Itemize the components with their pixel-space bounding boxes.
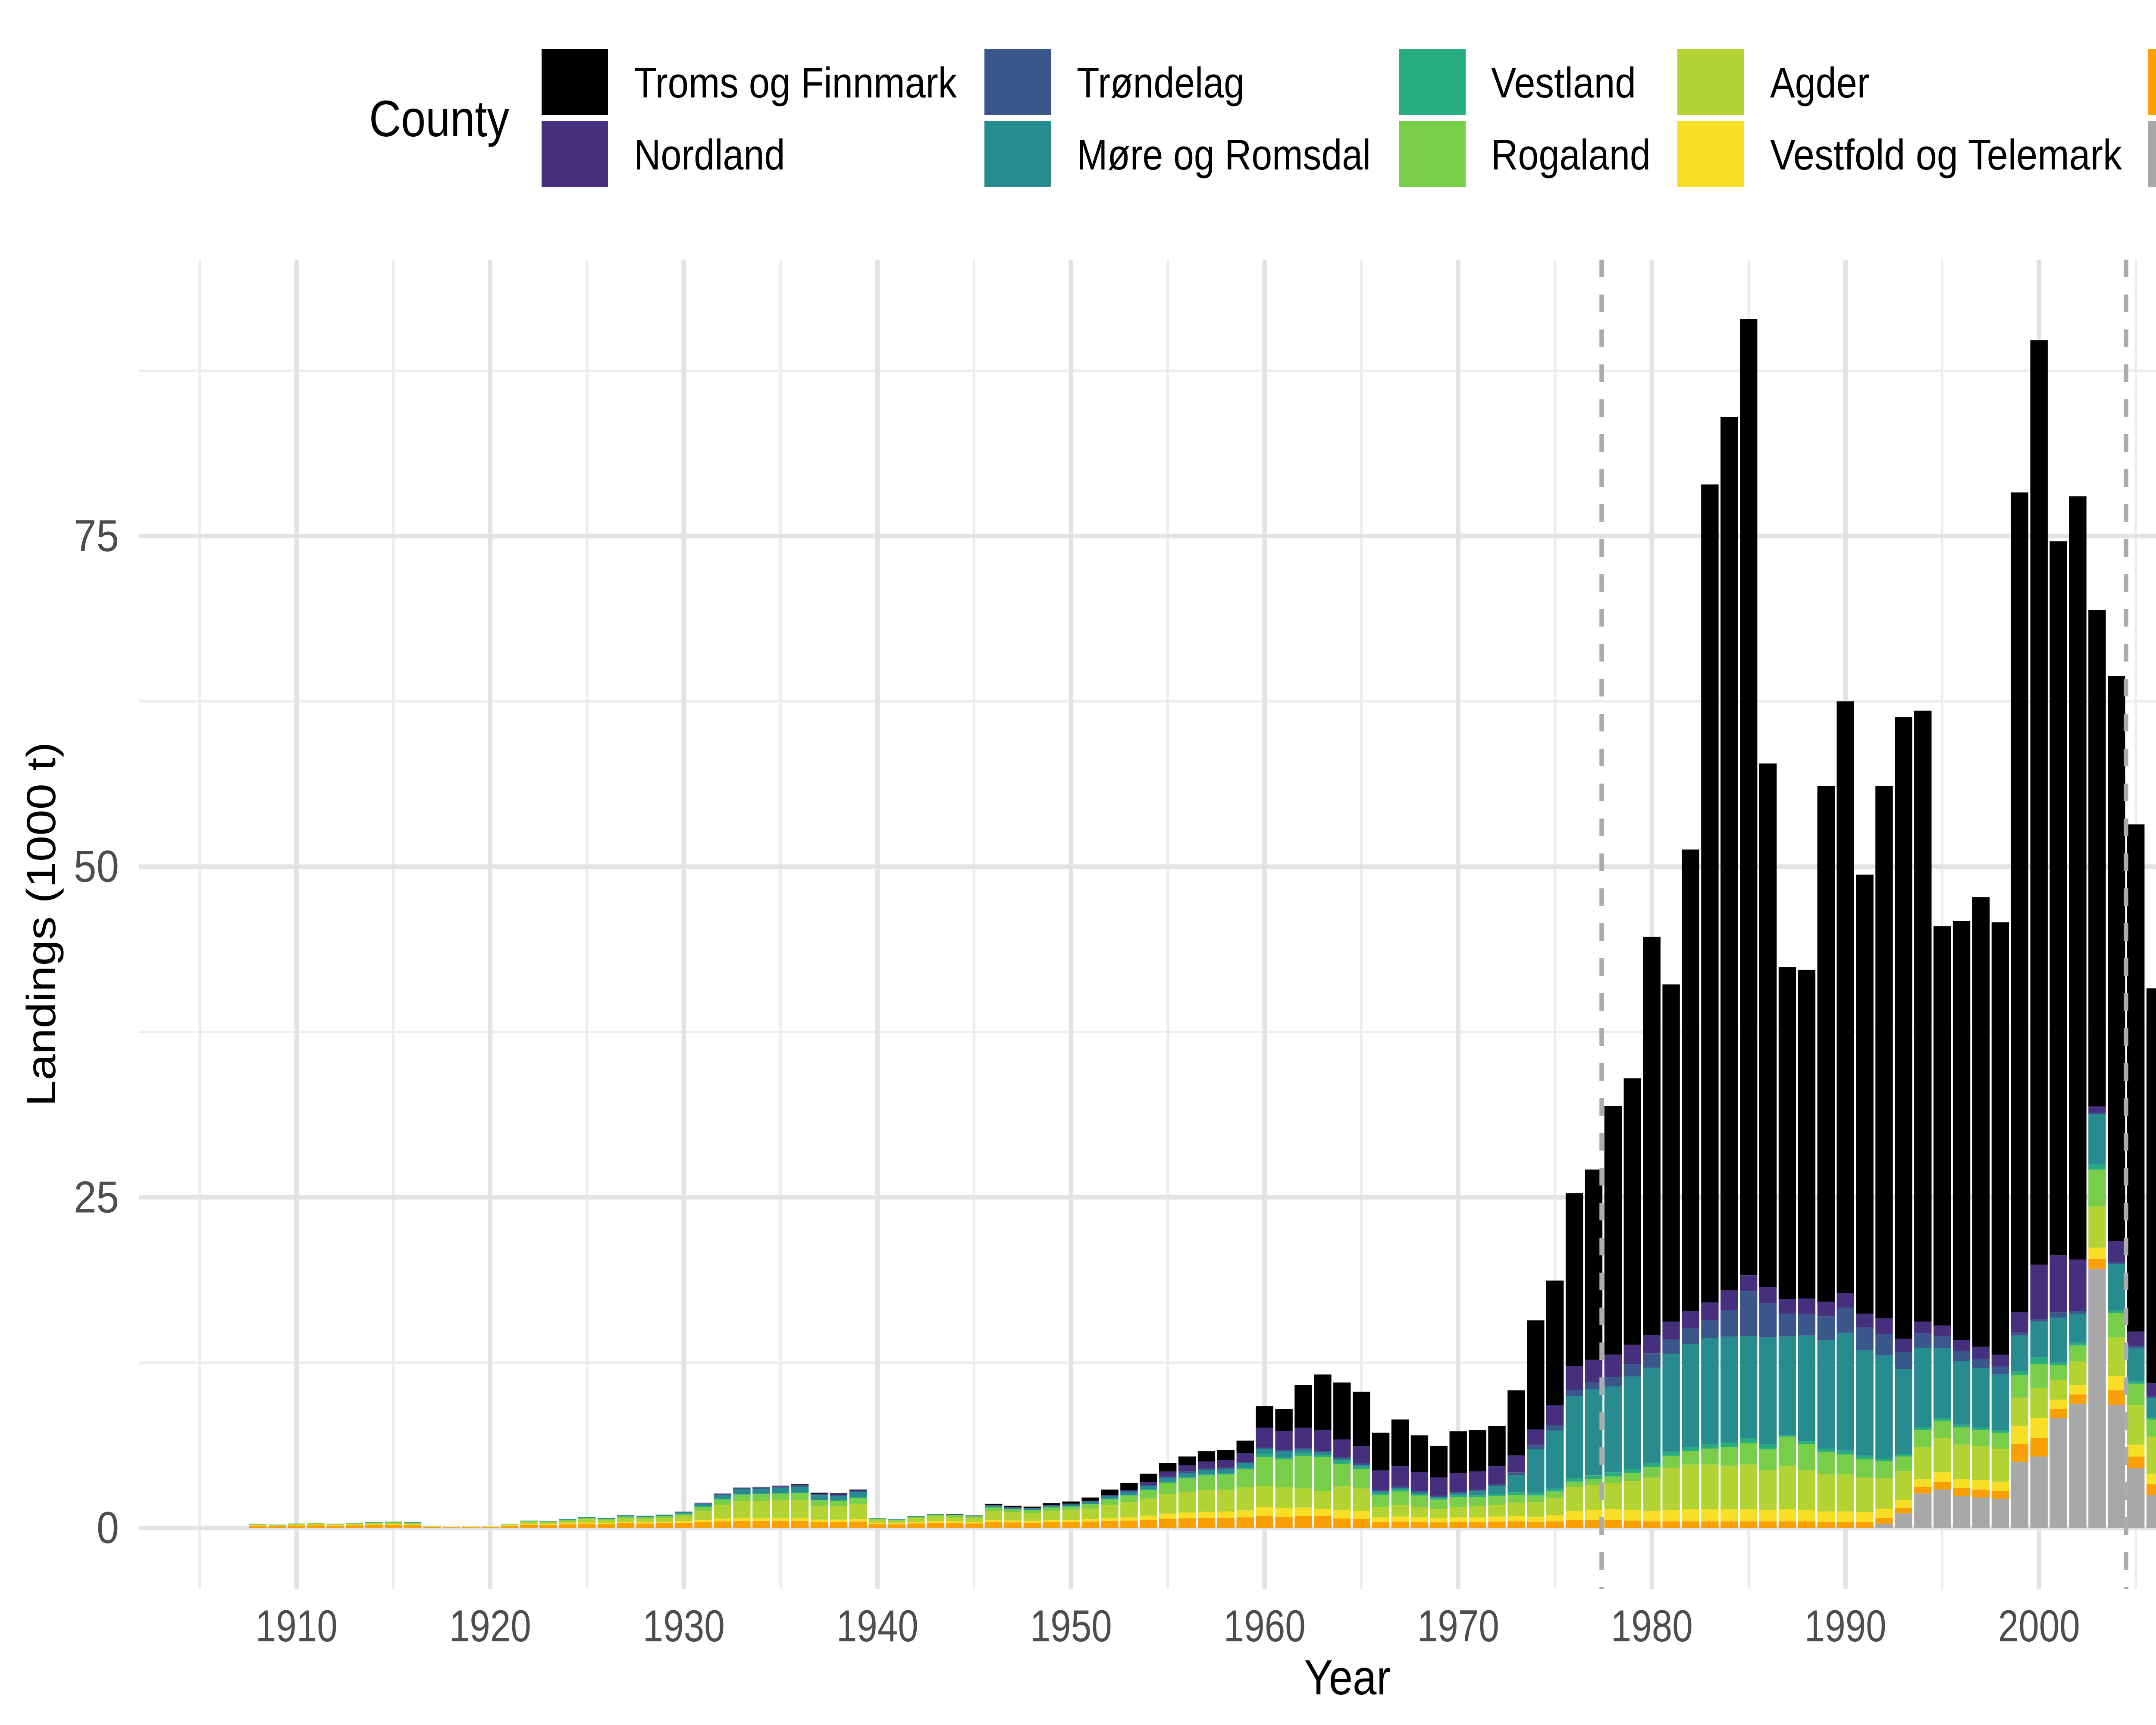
svg-text:50: 50 [74,842,119,892]
svg-text:Agder: Agder [1770,59,1870,107]
svg-text:1950: 1950 [1030,1601,1112,1651]
svg-text:Møre og Romsdal: Møre og Romsdal [1077,131,1371,179]
svg-text:Vestfold og Telemark: Vestfold og Telemark [1770,131,2122,179]
svg-text:1920: 1920 [449,1601,531,1651]
svg-text:County: County [369,90,509,147]
svg-text:Nordland: Nordland [634,131,785,179]
svg-text:75: 75 [74,511,119,561]
svg-text:0: 0 [97,1503,119,1553]
svg-text:2000: 2000 [1998,1601,2080,1651]
svg-text:Rogaland: Rogaland [1491,131,1651,179]
svg-text:1930: 1930 [643,1601,725,1651]
svg-text:Trøndelag: Trøndelag [1077,59,1244,107]
svg-text:1960: 1960 [1224,1601,1306,1651]
svg-text:1940: 1940 [837,1601,918,1651]
svg-text:Vestland: Vestland [1491,59,1636,107]
svg-text:1990: 1990 [1805,1601,1887,1651]
svg-text:Landings (1000 t): Landings (1000 t) [19,742,64,1107]
svg-text:1910: 1910 [256,1601,338,1651]
svg-text:Year: Year [1304,1650,1391,1705]
svg-text:Troms og Finnmark: Troms og Finnmark [634,59,957,107]
svg-text:25: 25 [74,1172,119,1222]
svg-text:1970: 1970 [1417,1601,1499,1651]
svg-text:1980: 1980 [1611,1601,1693,1651]
